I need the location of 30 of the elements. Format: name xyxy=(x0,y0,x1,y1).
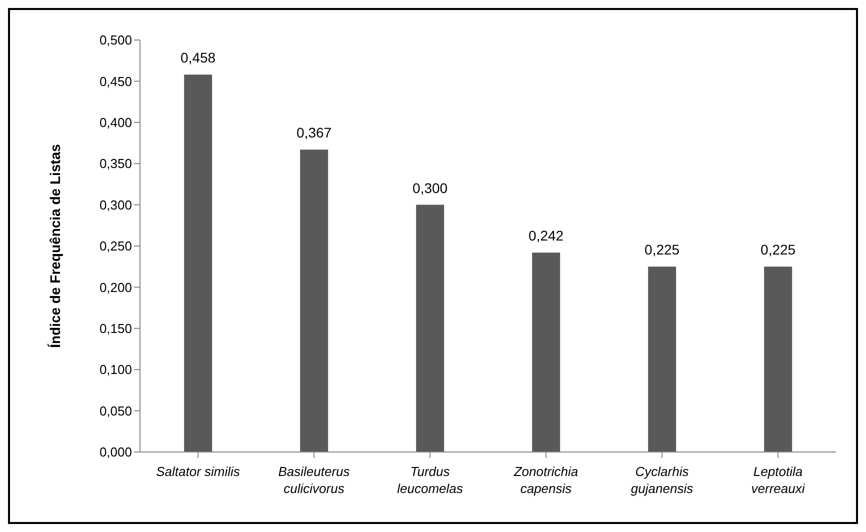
bar xyxy=(416,204,444,452)
y-tick-label: 0,100 xyxy=(99,362,132,378)
bar xyxy=(764,266,792,452)
y-tick-label: 0,050 xyxy=(99,403,132,418)
y-tick-label: 0,500 xyxy=(99,32,132,48)
y-tick-label: 0,350 xyxy=(99,156,132,172)
data-label: 0,225 xyxy=(760,242,796,258)
bar xyxy=(532,252,560,452)
data-label: 0,225 xyxy=(644,242,680,258)
x-tick-label: Zonotrichia capensis xyxy=(512,464,578,496)
y-tick-label: 0,300 xyxy=(99,197,132,212)
x-tick-label: Cyclarhis gujanensis xyxy=(630,464,694,496)
data-label: 0,242 xyxy=(528,228,564,244)
y-tick-label: 0,000 xyxy=(99,444,132,460)
x-tick-label: Basileuterus culicivorus xyxy=(278,464,350,496)
x-tick-label: Turdus leucomelas xyxy=(397,464,464,496)
y-tick-label: 0,450 xyxy=(99,74,132,89)
y-tick-label: 0,200 xyxy=(99,280,132,295)
y-tick-label: 0,250 xyxy=(99,238,132,254)
data-label: 0,458 xyxy=(180,50,216,66)
x-tick-label: Leptotila verreauxi xyxy=(751,464,806,496)
data-label: 0,367 xyxy=(296,124,332,141)
y-axis-title: Índice de Frequência de Listas xyxy=(46,144,63,348)
y-tick-label: 0,150 xyxy=(99,321,132,336)
y-tick-label: 0,400 xyxy=(99,115,132,130)
data-label: 0,300 xyxy=(412,180,448,196)
bar xyxy=(300,150,328,452)
bar xyxy=(648,266,676,452)
x-tick-label: Saltator similis xyxy=(156,464,240,479)
bar xyxy=(184,74,212,452)
